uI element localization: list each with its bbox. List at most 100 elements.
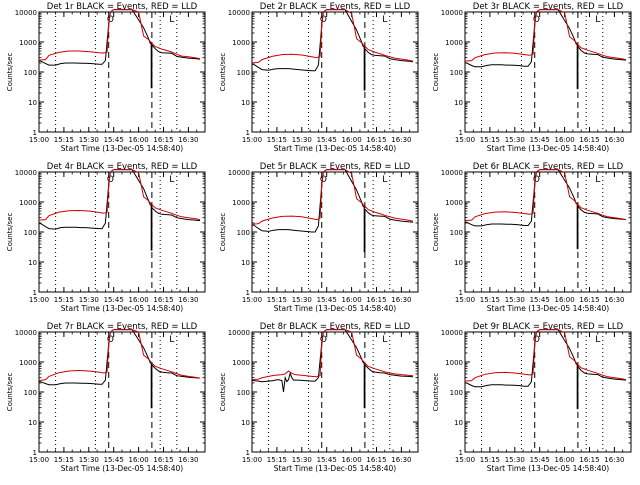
x-tick-label: 15:45 (530, 296, 550, 304)
x-tick-label: 15:30 (505, 456, 525, 464)
y-tick-label: 10000 (441, 169, 463, 177)
x-tick-label: 16:00 (129, 456, 149, 464)
y-tick-label: 100 (24, 389, 37, 397)
x-tick-label: 15:00 (455, 296, 475, 304)
x-tick-label: 15:00 (29, 136, 49, 144)
top-marker-label: O (107, 335, 114, 345)
x-tick-label: 16:30 (178, 136, 198, 144)
x-tick-label: 15:15 (480, 456, 500, 464)
y-tick-label: 10000 (441, 329, 463, 337)
x-tick-label: 16:15 (153, 296, 173, 304)
top-marker-label: L (169, 175, 174, 185)
x-axis-label: Start Time (13-Dec-05 14:58:40) (274, 304, 396, 313)
x-tick-label: 15:00 (455, 456, 475, 464)
top-marker-label: O (107, 175, 114, 185)
y-axis-label: Counts/sec (432, 213, 440, 252)
plot-frame (251, 11, 419, 133)
x-tick-label: 16:00 (555, 296, 575, 304)
x-tick-label: 15:30 (79, 136, 99, 144)
lld-series-line (251, 169, 414, 225)
plot-frame (464, 331, 632, 453)
x-tick-label: 16:00 (342, 136, 362, 144)
y-tick-label: 10000 (228, 329, 250, 337)
x-tick-label: 16:30 (178, 296, 198, 304)
x-tick-label: 16:15 (579, 456, 599, 464)
y-tick-label: 100 (237, 389, 250, 397)
top-marker-label: O (320, 15, 327, 25)
plot-frame (464, 171, 632, 293)
x-tick-label: 15:30 (292, 136, 312, 144)
x-tick-label: 15:45 (530, 136, 550, 144)
x-axis-label: Start Time (13-Dec-05 14:58:40) (487, 464, 609, 473)
x-tick-label: 15:30 (292, 296, 312, 304)
y-tick-label: 1 (246, 449, 250, 457)
plot-frame (464, 11, 632, 133)
y-tick-label: 1 (33, 449, 37, 457)
panel-title: Det 5r BLACK = Events, RED = LLD (260, 162, 411, 172)
top-marker-label: O (533, 15, 540, 25)
top-marker-label: L (382, 15, 387, 25)
y-tick-label: 1 (33, 129, 37, 137)
x-tick-label: 15:30 (79, 296, 99, 304)
top-marker-label: O (320, 335, 327, 345)
x-tick-label: 15:45 (317, 456, 337, 464)
y-tick-label: 1 (33, 289, 37, 297)
y-tick-label: 10000 (15, 9, 37, 17)
top-marker-label: O (533, 335, 540, 345)
y-tick-label: 100 (237, 229, 250, 237)
plot-frame (38, 331, 206, 453)
x-tick-label: 15:00 (455, 136, 475, 144)
panel-title: Det 3r BLACK = Events, RED = LLD (473, 2, 624, 12)
y-tick-label: 100 (450, 389, 463, 397)
x-tick-label: 16:00 (129, 296, 149, 304)
y-tick-label: 10 (454, 259, 463, 267)
x-tick-label: 16:30 (604, 136, 624, 144)
x-tick-label: 15:15 (54, 136, 74, 144)
plot-frame (251, 171, 419, 293)
x-tick-label: 16:00 (555, 136, 575, 144)
panel-title: Det 8r BLACK = Events, RED = LLD (260, 322, 411, 332)
y-axis-label: Counts/sec (219, 213, 227, 252)
panel-title: Det 4r BLACK = Events, RED = LLD (47, 162, 198, 172)
y-tick-label: 1 (246, 289, 250, 297)
x-axis-label: Start Time (13-Dec-05 14:58:40) (487, 144, 609, 153)
lld-series-line (464, 169, 627, 222)
panel-title: Det 6r BLACK = Events, RED = LLD (473, 162, 624, 172)
top-marker-label: O (533, 175, 540, 185)
top-marker-label: O (320, 175, 327, 185)
x-tick-label: 16:30 (604, 296, 624, 304)
y-tick-label: 1000 (232, 359, 250, 367)
y-axis-label: Counts/sec (219, 373, 227, 412)
x-tick-label: 15:45 (104, 136, 124, 144)
x-tick-label: 15:30 (292, 456, 312, 464)
y-tick-label: 10000 (441, 9, 463, 17)
panel-title: Det 9r BLACK = Events, RED = LLD (473, 322, 624, 332)
x-tick-label: 15:15 (54, 456, 74, 464)
x-tick-label: 15:15 (54, 296, 74, 304)
y-tick-label: 100 (450, 229, 463, 237)
x-axis-label: Start Time (13-Dec-05 14:58:40) (274, 464, 396, 473)
x-tick-label: 16:30 (391, 136, 411, 144)
x-tick-label: 16:15 (366, 296, 386, 304)
x-axis-label: Start Time (13-Dec-05 14:58:40) (61, 144, 183, 153)
x-tick-label: 16:30 (391, 296, 411, 304)
lld-series-line (251, 329, 414, 381)
x-tick-label: 15:30 (505, 296, 525, 304)
x-tick-label: 16:15 (579, 296, 599, 304)
top-marker-label: L (595, 15, 600, 25)
y-axis-label: Counts/sec (6, 213, 14, 252)
x-axis-label: Start Time (13-Dec-05 14:58:40) (487, 304, 609, 313)
x-tick-label: 15:30 (79, 456, 99, 464)
events-series-line (465, 329, 627, 410)
y-tick-label: 1000 (445, 199, 463, 207)
y-tick-label: 100 (237, 69, 250, 77)
y-tick-label: 10 (28, 419, 37, 427)
x-axis-label: Start Time (13-Dec-05 14:58:40) (61, 464, 183, 473)
x-tick-label: 15:45 (104, 296, 124, 304)
y-tick-label: 1000 (19, 39, 37, 47)
y-axis-label: Counts/sec (432, 373, 440, 412)
y-tick-label: 1000 (19, 199, 37, 207)
x-tick-label: 16:15 (153, 456, 173, 464)
panel-title: Det 7r BLACK = Events, RED = LLD (47, 322, 198, 332)
y-tick-label: 10000 (228, 169, 250, 177)
